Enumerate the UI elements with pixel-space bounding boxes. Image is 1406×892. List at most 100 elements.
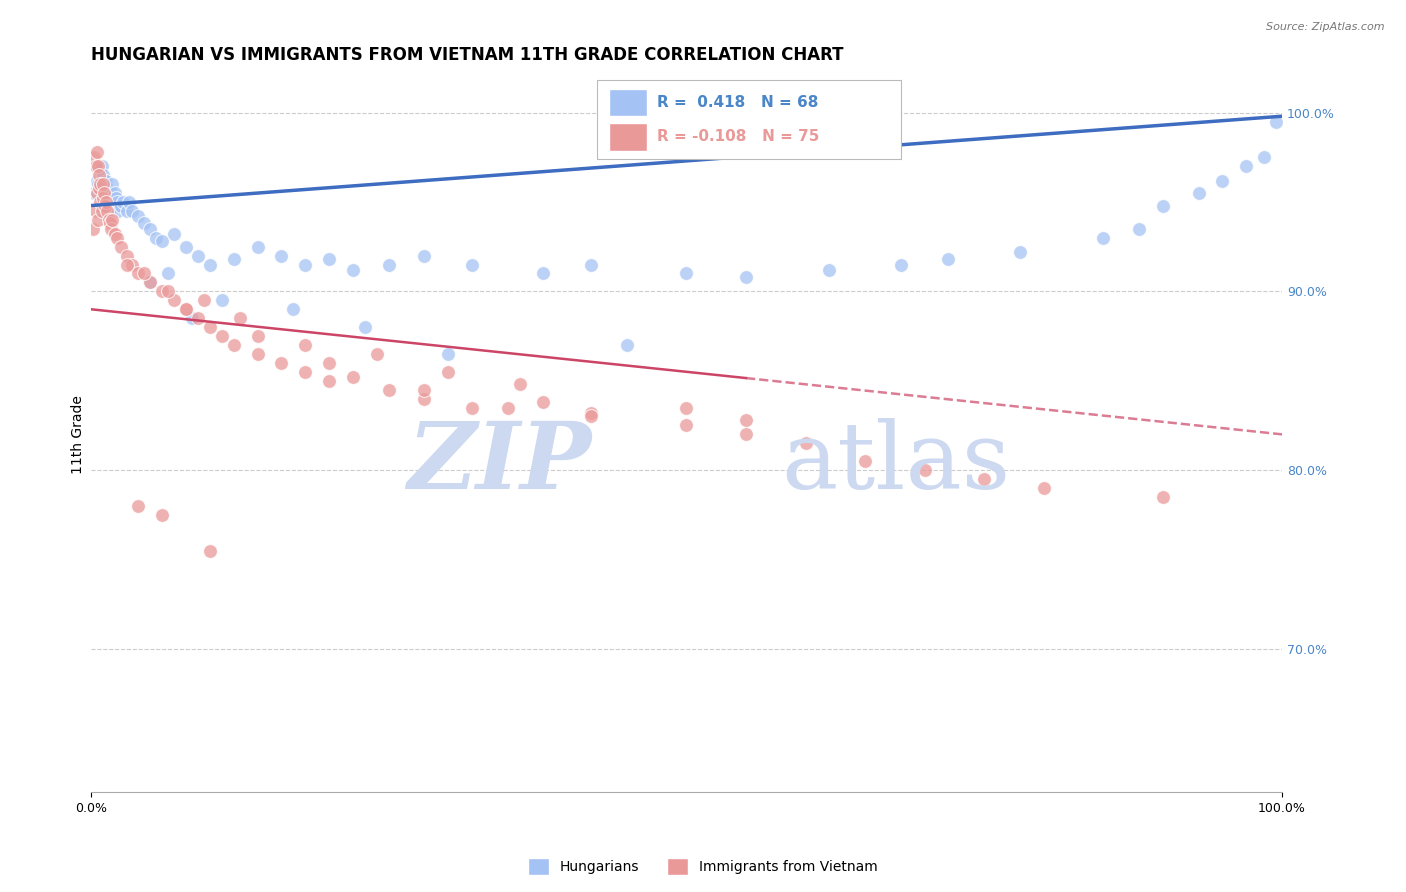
Point: [89, 168, 111, 182]
Point: [377, 383, 399, 397]
Point: [1128, 222, 1150, 236]
Point: [89, 194, 111, 209]
Point: [110, 198, 132, 212]
Point: [1234, 159, 1257, 173]
Point: [818, 263, 841, 277]
Point: [90, 159, 112, 173]
Point: [139, 222, 162, 236]
Point: [134, 267, 156, 281]
Text: ZIP: ZIP: [406, 418, 591, 508]
Point: [83, 150, 105, 164]
Point: [353, 320, 375, 334]
Point: [318, 252, 340, 267]
Text: R =  0.418   N = 68: R = 0.418 N = 68: [657, 95, 818, 110]
Point: [579, 258, 602, 272]
Point: [533, 267, 555, 281]
Point: [318, 356, 340, 370]
Point: [105, 194, 128, 209]
Point: [89, 180, 111, 194]
Point: [150, 285, 173, 299]
Point: [735, 413, 758, 427]
Point: [84, 159, 107, 173]
Point: [675, 267, 697, 281]
Point: [97, 212, 120, 227]
Point: [413, 383, 436, 397]
Point: [579, 409, 602, 424]
Point: [174, 302, 197, 317]
Point: [675, 401, 697, 415]
FancyBboxPatch shape: [609, 123, 647, 151]
Point: [342, 263, 364, 277]
Point: [100, 222, 122, 236]
Point: [294, 338, 316, 352]
Point: [150, 235, 173, 249]
Point: [89, 177, 111, 191]
Point: [93, 177, 115, 191]
Point: [107, 203, 129, 218]
Point: [509, 377, 531, 392]
Point: [1032, 481, 1054, 495]
Point: [118, 194, 141, 209]
Point: [121, 203, 143, 218]
Point: [101, 177, 124, 191]
Point: [127, 267, 149, 281]
Point: [104, 198, 127, 212]
Point: [198, 258, 221, 272]
Point: [198, 543, 221, 558]
Point: [246, 347, 269, 361]
Point: [127, 209, 149, 223]
Point: [181, 311, 204, 326]
Point: [211, 293, 233, 308]
Point: [163, 227, 186, 242]
Point: [94, 198, 117, 212]
Point: [87, 177, 110, 191]
Point: [794, 436, 817, 450]
Point: [83, 186, 105, 200]
Point: [461, 258, 484, 272]
Point: [98, 191, 121, 205]
Point: [294, 258, 316, 272]
Point: [84, 203, 107, 218]
Point: [127, 499, 149, 513]
Point: [1188, 186, 1211, 200]
Text: atlas: atlas: [782, 418, 1011, 508]
Point: [413, 249, 436, 263]
Point: [1008, 245, 1031, 260]
Point: [134, 217, 156, 231]
Point: [101, 212, 124, 227]
Point: [115, 249, 138, 263]
Point: [318, 374, 340, 388]
Point: [675, 418, 697, 433]
Point: [163, 293, 186, 308]
Point: [86, 173, 108, 187]
Point: [366, 347, 388, 361]
Point: [145, 231, 167, 245]
Point: [98, 217, 121, 231]
Point: [86, 186, 108, 200]
Point: [496, 401, 519, 415]
Point: [973, 472, 995, 486]
Point: [533, 395, 555, 409]
Point: [735, 270, 758, 285]
Point: [139, 276, 162, 290]
Point: [87, 159, 110, 173]
Point: [121, 258, 143, 272]
Point: [222, 252, 245, 267]
Point: [157, 267, 180, 281]
Point: [105, 231, 128, 245]
Point: [104, 227, 127, 242]
Point: [246, 240, 269, 254]
Point: [100, 186, 122, 200]
Point: [91, 168, 114, 182]
Point: [616, 338, 638, 352]
Point: [1253, 150, 1275, 164]
Point: [174, 240, 197, 254]
Point: [211, 329, 233, 343]
Point: [104, 191, 127, 205]
Point: [91, 177, 114, 191]
Legend: Hungarians, Immigrants from Vietnam: Hungarians, Immigrants from Vietnam: [523, 853, 883, 880]
Point: [228, 311, 250, 326]
Point: [87, 212, 110, 227]
Point: [157, 285, 180, 299]
Point: [890, 258, 912, 272]
